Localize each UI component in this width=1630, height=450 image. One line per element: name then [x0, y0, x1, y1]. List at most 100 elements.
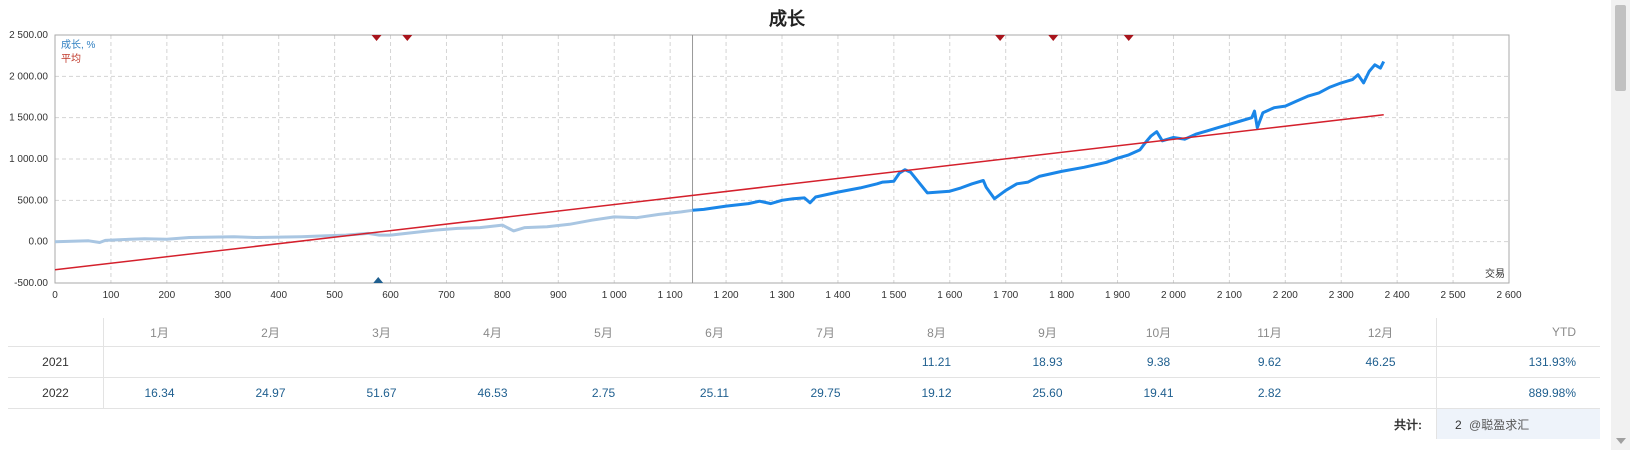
cell-value: 19.12	[881, 377, 992, 409]
x-tick-label: 1 400	[825, 290, 850, 301]
chart-title: 成长	[769, 8, 806, 30]
x-tick-label: 2 400	[1385, 290, 1410, 301]
y-tick-label: 1 000.00	[9, 154, 48, 165]
growth-line-history	[54, 208, 693, 244]
cell-value	[103, 346, 215, 378]
x-tick-label: 1 800	[1049, 290, 1074, 301]
chart-grid	[54, 34, 1510, 284]
table-row: 2021 11.21 18.93 9.38 9.62 46.25 131.93%	[8, 346, 1600, 378]
x-tick-label: 2 200	[1273, 290, 1298, 301]
growth-chart: 成长 2 500.00 2 000.00 1 500.00 1 000.00 500.0…	[9, 8, 1522, 301]
y-tick-label: 0.00	[29, 237, 49, 248]
x-tick-label: 1 200	[714, 290, 739, 301]
x-tick-label: 1 900	[1105, 290, 1130, 301]
cell-value: 16.34	[103, 377, 215, 409]
plot-area-border	[54, 34, 1510, 284]
scroll-down-arrow-icon[interactable]	[1616, 438, 1626, 444]
series-group	[54, 60, 1386, 271]
x-axis-label: 交易	[1485, 267, 1505, 280]
header-month: 4月	[437, 318, 548, 347]
y-tick-label: 2 000.00	[9, 71, 48, 82]
x-tick-label: 400	[270, 290, 287, 301]
total-value-cell: 2 @聪盈求汇	[1436, 408, 1600, 439]
scrollbar-thumb[interactable]	[1615, 5, 1626, 91]
y-tick-label: 1 500.00	[9, 113, 48, 124]
header-year-cell	[8, 318, 104, 347]
x-tick-label: 100	[103, 290, 120, 301]
vertical-scrollbar[interactable]	[1611, 0, 1630, 450]
x-tick-label: 500	[326, 290, 343, 301]
header-month: 5月	[548, 318, 659, 347]
cell-value	[770, 346, 881, 378]
x-tick-label: 1 500	[881, 290, 906, 301]
cell-ytd: 131.93%	[1436, 346, 1600, 378]
cell-value	[548, 346, 659, 378]
cell-value: 46.53	[437, 377, 548, 409]
table-row: 2022 16.34 24.97 51.67 46.53 2.75 25.11 …	[8, 377, 1600, 409]
x-tick-label: 1 000	[602, 290, 627, 301]
x-tick-label: 600	[382, 290, 399, 301]
monthly-returns-table: 1月 2月 3月 4月 5月 6月 7月 8月 9月 10月 11月 12月 Y…	[8, 318, 1600, 439]
cell-value: 25.60	[992, 377, 1103, 409]
x-tick-label: 1 300	[769, 290, 794, 301]
y-tick-label: 2 500.00	[9, 30, 48, 41]
cell-value	[215, 346, 326, 378]
cell-value: 24.97	[215, 377, 326, 409]
x-tick-label: 900	[550, 290, 567, 301]
growth-line	[692, 60, 1386, 212]
x-tick-label: 2 300	[1329, 290, 1354, 301]
x-tick-label: 700	[438, 290, 455, 301]
cell-value: 46.25	[1325, 346, 1437, 378]
x-tick-label: 1 100	[658, 290, 683, 301]
top-marker-triangle	[995, 35, 1006, 41]
total-row: 共计: 2 @聪盈求汇	[8, 408, 1600, 439]
header-month: 6月	[659, 318, 770, 347]
x-tick-label: 200	[159, 290, 176, 301]
total-label: 共计:	[1394, 417, 1422, 432]
header-month: 9月	[992, 318, 1103, 347]
cell-value: 2.75	[548, 377, 659, 409]
header-month: 11月	[1214, 318, 1325, 347]
top-marker-triangle	[402, 35, 413, 41]
cell-value	[326, 346, 437, 378]
x-axis: 0 100 200 300 400 500 600 700 800 900 1 000 1 100 1 …	[52, 290, 1522, 301]
row-year: 2022	[8, 377, 104, 409]
header-month: 8月	[881, 318, 992, 347]
cell-value	[1325, 377, 1437, 409]
header-month: 3月	[326, 318, 437, 347]
header-month: 2月	[215, 318, 326, 347]
header-month: 10月	[1103, 318, 1214, 347]
total-value: 2	[1455, 417, 1462, 432]
header-month: 1月	[103, 318, 215, 347]
x-tick-label: 2 000	[1161, 290, 1186, 301]
header-ytd: YTD	[1436, 318, 1600, 347]
y-axis: 2 500.00 2 000.00 1 500.00 1 000.00 500.00 0.…	[9, 30, 48, 289]
x-tick-label: 2 100	[1217, 290, 1242, 301]
top-marker-triangle	[371, 35, 382, 41]
cell-value: 51.67	[326, 377, 437, 409]
cell-value	[437, 346, 548, 378]
x-tick-label: 300	[214, 290, 231, 301]
x-tick-label: 2 600	[1496, 290, 1521, 301]
x-tick-label: 2 500	[1441, 290, 1466, 301]
x-tick-label: 1 600	[937, 290, 962, 301]
average-trend-line	[54, 114, 1384, 271]
header-month: 12月	[1325, 318, 1437, 347]
x-tick-label: 800	[494, 290, 511, 301]
cell-value: 19.41	[1103, 377, 1214, 409]
top-marker-triangle	[1123, 35, 1134, 41]
y-tick-label: 500.00	[17, 195, 48, 206]
cell-value: 11.21	[881, 346, 992, 378]
cell-value: 2.82	[1214, 377, 1325, 409]
cell-value: 9.62	[1214, 346, 1325, 378]
cell-ytd: 889.98%	[1436, 377, 1600, 409]
legend-growth: 成长, %	[61, 39, 96, 51]
cell-value: 25.11	[659, 377, 770, 409]
table-header-row: 1月 2月 3月 4月 5月 6月 7月 8月 9月 10月 11月 12月 Y…	[8, 318, 1600, 347]
header-month: 7月	[770, 318, 881, 347]
cell-value: 29.75	[770, 377, 881, 409]
top-marker-triangle	[1048, 35, 1059, 41]
y-tick-label: -500.00	[14, 278, 48, 289]
row-year: 2021	[8, 346, 104, 378]
legend-average: 平均	[61, 53, 81, 65]
